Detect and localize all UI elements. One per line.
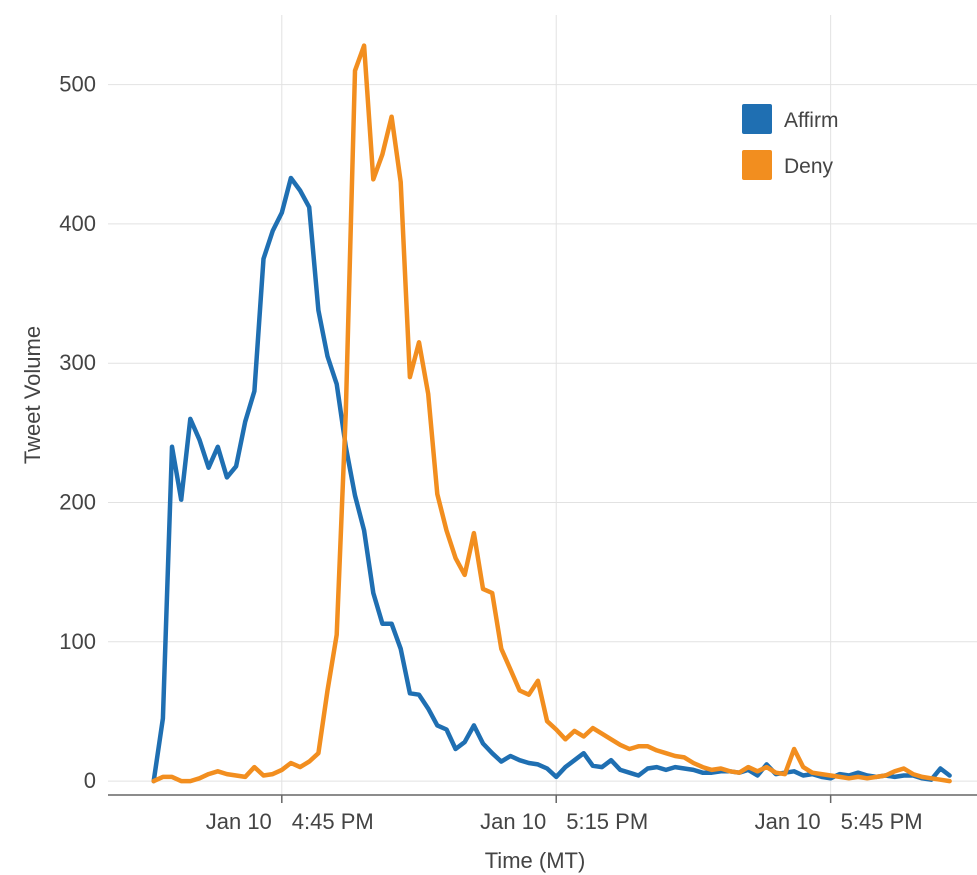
x-tick-time: 5:15 PM xyxy=(566,809,648,834)
tick-labels: 0 100 200 300 400 500 Jan 10 4:45 PM Jan 10 5:15 … xyxy=(59,72,922,834)
axes xyxy=(108,794,977,803)
x-tick-time: 4:45 PM xyxy=(292,809,374,834)
series-lines xyxy=(151,43,952,784)
y-tick-label: 500 xyxy=(59,72,96,97)
y-tick-label: 100 xyxy=(59,629,96,654)
legend-swatch-deny xyxy=(742,150,772,180)
legend-label-affirm: Affirm xyxy=(784,109,838,132)
y-axis-title: Tweet Volume xyxy=(20,326,45,464)
y-tick-label: 200 xyxy=(59,490,96,515)
series-line-deny xyxy=(151,43,952,784)
x-tick-date: Jan 10 xyxy=(480,809,546,834)
y-tick-label: 0 xyxy=(84,768,96,793)
legend-label-deny: Deny xyxy=(784,155,834,178)
x-axis-title: Time (MT) xyxy=(485,848,586,873)
legend-swatch-affirm xyxy=(742,104,772,134)
y-tick-label: 300 xyxy=(59,350,96,375)
x-tick-date: Jan 10 xyxy=(206,809,272,834)
grid xyxy=(108,15,977,795)
legend: Affirm Deny xyxy=(742,104,838,180)
y-tick-label: 400 xyxy=(59,211,96,236)
x-tick-date: Jan 10 xyxy=(755,809,821,834)
x-tick-time: 5:45 PM xyxy=(841,809,923,834)
